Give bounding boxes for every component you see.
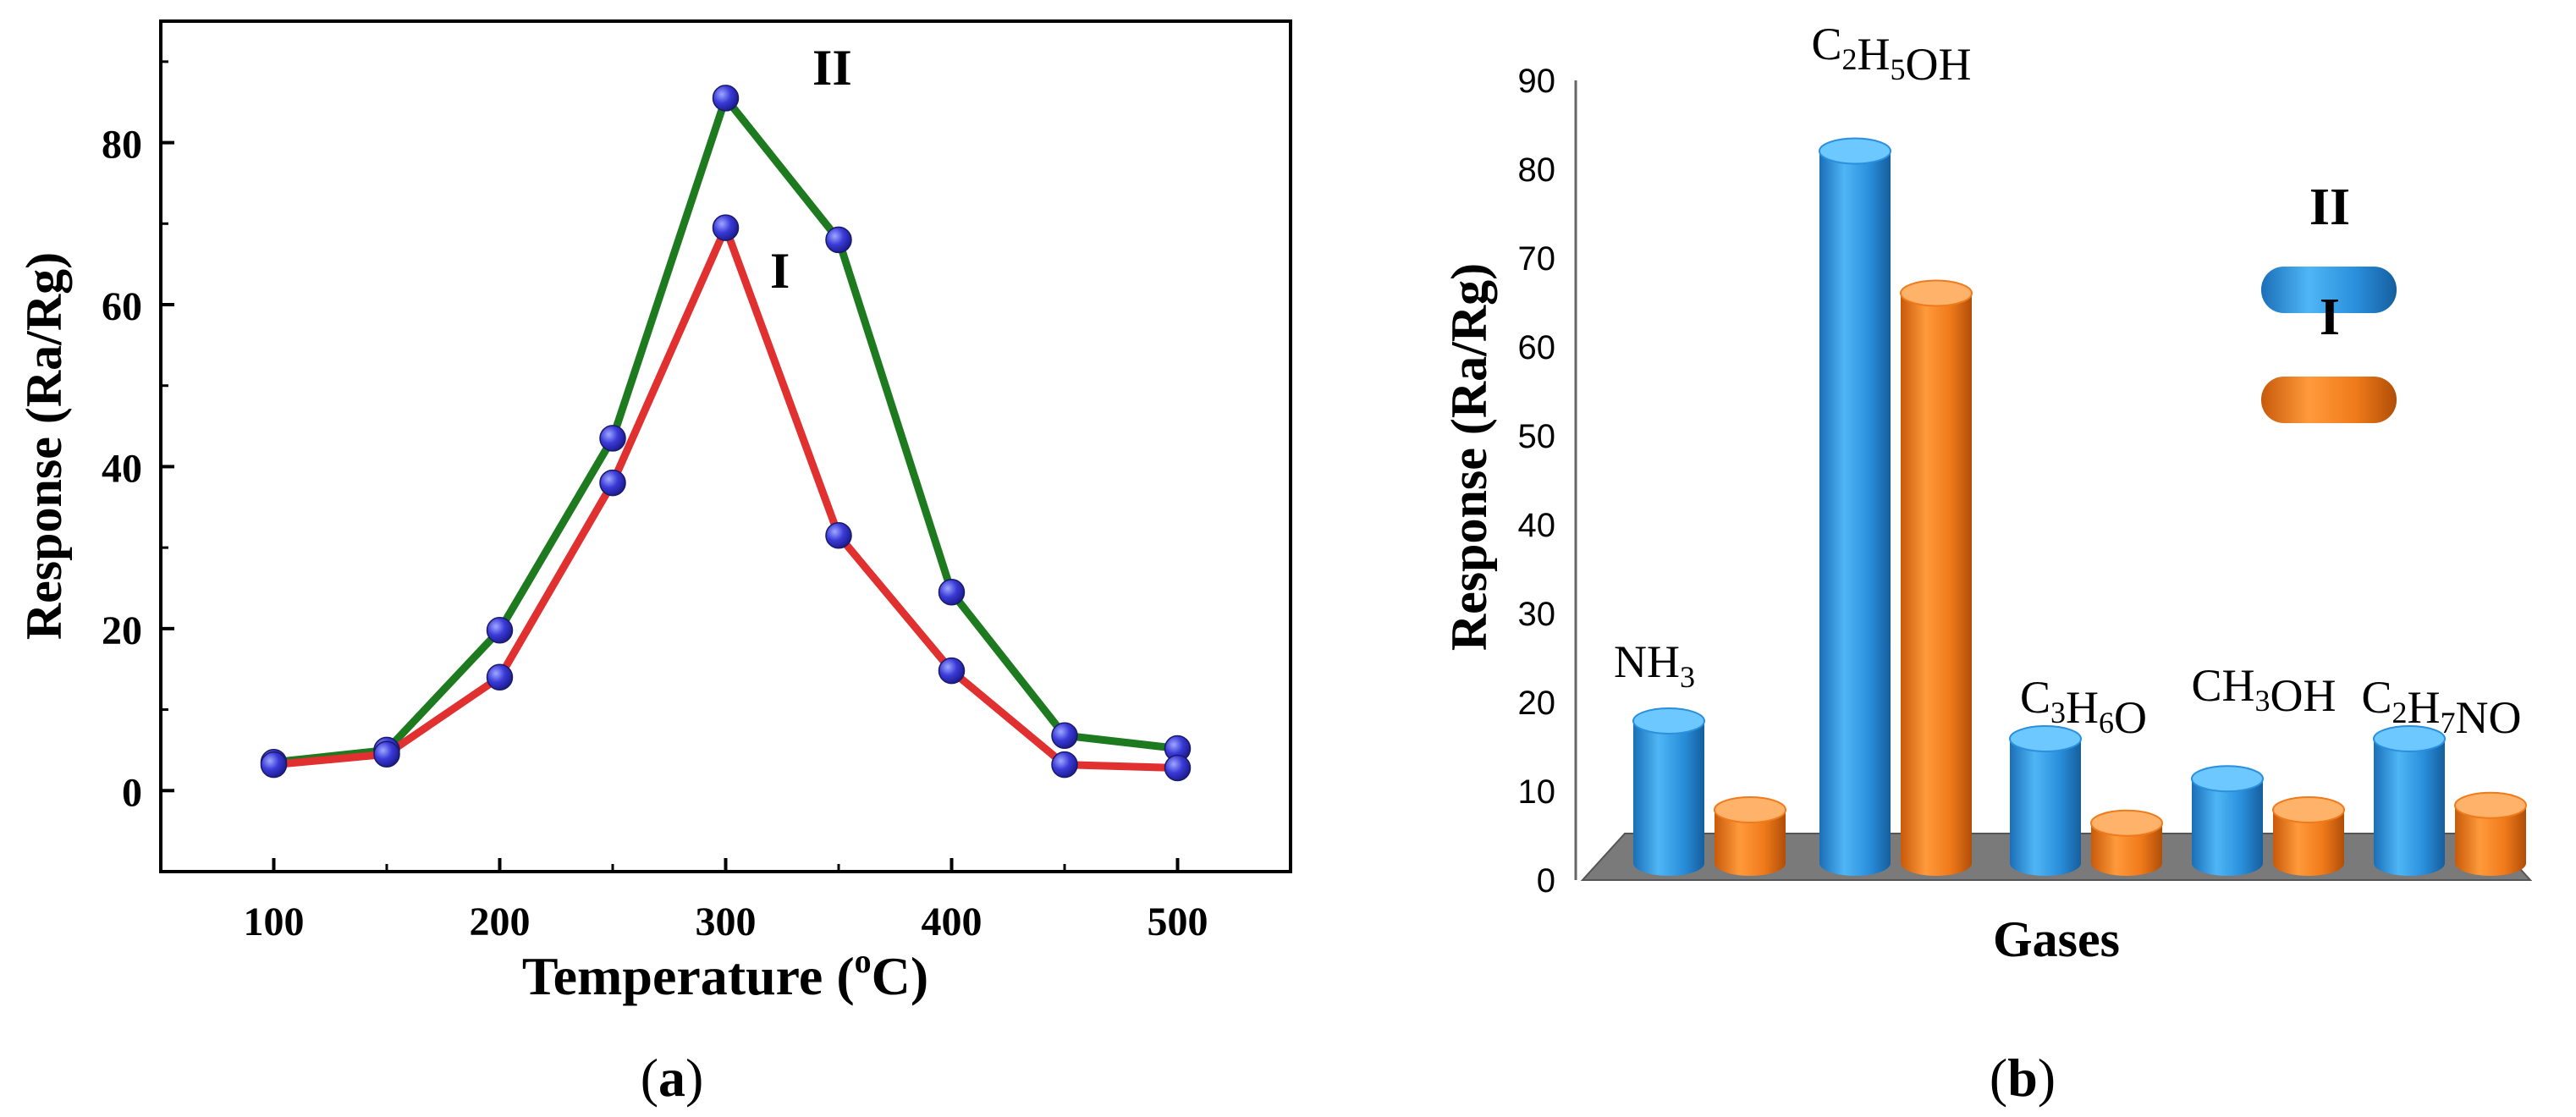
x-tick-label-a: 500 xyxy=(1148,900,1208,944)
y-tick-label-b: 70 xyxy=(1518,240,1556,278)
y-tick-label-b: 60 xyxy=(1518,329,1556,366)
data-point-i-a xyxy=(712,214,740,241)
y-axis-b: 0 10 20 30 40 50 60 70 80 90 xyxy=(1518,63,1556,900)
x-axis-label-a: Temperature (oC) xyxy=(522,942,928,1006)
category-label-b: NH3 xyxy=(1614,636,1695,694)
bar-ii-ch3oh xyxy=(2191,765,2264,876)
legend-b: III xyxy=(2261,179,2397,423)
bar-i-ch3oh xyxy=(2272,796,2345,876)
y-tick-label-a: 0 xyxy=(122,770,142,815)
data-point-i-a xyxy=(938,657,966,685)
bar-i-nh3 xyxy=(1714,796,1786,876)
series-line-ii-a xyxy=(273,94,1179,767)
bar-ii-nh3 xyxy=(1632,707,1705,876)
series-label-ii-a: II xyxy=(812,40,852,96)
series-lines-a xyxy=(273,94,1179,772)
y-tick-label-a: 80 xyxy=(102,123,142,168)
series-line-i-a xyxy=(273,223,1178,772)
category-labels-b: NH3 C2H5OH C3H6O CH3OH C2H7NO xyxy=(1614,19,2522,743)
legend-swatch-ii-b xyxy=(2261,267,2397,313)
bar-i-c2h7no xyxy=(2454,791,2527,876)
bar-i-c3h6o xyxy=(2090,809,2163,876)
data-point-i-a xyxy=(260,751,288,779)
series-markers-a xyxy=(260,85,1192,782)
data-point-i-a xyxy=(1051,751,1078,779)
y-tick-label-b: 80 xyxy=(1518,151,1556,189)
x-tick-label-a: 400 xyxy=(922,900,983,944)
data-point-i-a xyxy=(599,469,626,497)
data-point-ii-a xyxy=(599,425,626,452)
data-point-ii-a xyxy=(486,617,514,644)
y-tick-label-b: 40 xyxy=(1518,507,1556,544)
y-axis-label-a: Response (Ra/Rg) xyxy=(16,252,72,640)
panel-b-bar-chart: 0 10 20 30 40 50 60 70 80 90 NH3 C2H5OH C3H6O CH3OH C… xyxy=(1441,19,2533,1108)
bar-i-c2h5oh xyxy=(1900,279,1973,876)
y-tick-label-b: 0 xyxy=(1537,862,1555,900)
category-label-b: C3H6O xyxy=(2020,672,2147,743)
x-axis-label-b: Gases xyxy=(1993,911,2120,967)
data-point-i-a xyxy=(486,663,514,691)
data-point-ii-a xyxy=(938,579,966,606)
x-axis-a: 100 200 300 400 500 xyxy=(244,858,1208,944)
category-label-b: C2H5OH xyxy=(1811,19,1971,90)
x-tick-label-a: 200 xyxy=(470,900,531,944)
y-tick-label-a: 40 xyxy=(102,446,142,491)
bar-ii-c2h5oh xyxy=(1819,137,1891,876)
y-axis-label-b: Response (Ra/Rg) xyxy=(1441,263,1497,651)
y-tick-label-b: 20 xyxy=(1518,685,1556,722)
x-tick-label-a: 300 xyxy=(696,900,757,944)
x-tick-label-a: 100 xyxy=(244,900,305,944)
y-tick-label-b: 10 xyxy=(1518,773,1556,811)
panel-caption-a: (a) xyxy=(641,1048,704,1108)
y-axis-a: 0 20 40 60 80 xyxy=(102,60,174,815)
category-label-b: C2H7NO xyxy=(2361,672,2521,743)
y-tick-label-a: 20 xyxy=(102,608,142,653)
legend-label-ii-b: II xyxy=(2309,179,2350,236)
bars-b xyxy=(1632,137,2527,876)
data-point-i-a xyxy=(1164,754,1192,782)
legend-label-i-b: I xyxy=(2320,289,2340,346)
y-tick-label-b: 90 xyxy=(1518,63,1556,100)
bar-ii-c2h7no xyxy=(2373,725,2446,876)
data-point-i-a xyxy=(825,522,852,549)
panel-a-line-chart: 0 20 40 60 80 100 200 300 400 500 II I Temperatu… xyxy=(16,19,1292,1108)
category-label-b: CH3OH xyxy=(2191,660,2336,721)
series-label-i-a: I xyxy=(770,243,790,299)
y-tick-label-b: 30 xyxy=(1518,596,1556,633)
y-tick-label-a: 60 xyxy=(102,284,142,329)
data-point-ii-a xyxy=(1051,722,1078,749)
data-point-i-a xyxy=(373,740,400,768)
legend-swatch-i-b xyxy=(2261,377,2397,423)
data-point-ii-a xyxy=(712,85,740,112)
panel-caption-b: (b) xyxy=(1990,1048,2056,1108)
bar-ii-c3h6o xyxy=(2009,725,2082,876)
data-point-ii-a xyxy=(825,226,852,254)
y-tick-label-b: 50 xyxy=(1518,418,1556,455)
